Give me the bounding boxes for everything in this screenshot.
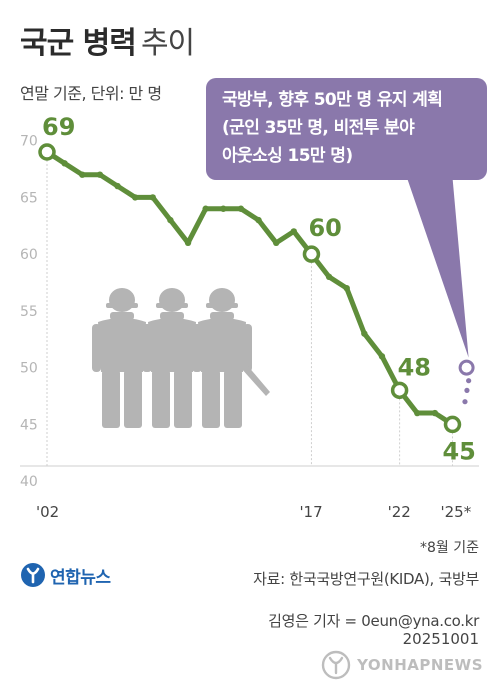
x-tick-label: '25*	[440, 503, 471, 521]
footnote: *8월 기준	[420, 540, 479, 556]
data-point	[149, 194, 156, 201]
callout-line-1: 국방부, 향후 50만 명 유지 계획	[222, 90, 443, 110]
yonhap-watermark-icon	[321, 650, 351, 680]
projection-dot	[462, 399, 468, 405]
data-point	[343, 285, 350, 292]
callout-box	[206, 78, 487, 180]
yonhap-logo: 연합뉴스	[20, 562, 111, 588]
data-point	[202, 205, 209, 212]
projection-target-point	[458, 359, 475, 376]
byline: 김영은 기자 = 0eun@yna.co.kr	[268, 612, 479, 630]
data-point	[290, 228, 298, 235]
watermark-text: YONHAPNEWS	[357, 656, 483, 674]
callout-pointer	[405, 172, 469, 358]
title-main: 국군 병력	[20, 26, 137, 61]
x-tick-label: '02	[36, 503, 59, 521]
x-tick-label: '22	[388, 503, 411, 521]
data-point	[96, 171, 104, 178]
callout-line-3: 아웃소싱 15만 명)	[222, 146, 353, 166]
data-label: 69	[42, 113, 75, 141]
highlight-point	[38, 143, 56, 161]
data-point	[167, 216, 174, 224]
soldiers-illustration	[92, 288, 270, 428]
y-tick-label: 70	[20, 134, 38, 150]
y-tick-label: 50	[20, 361, 38, 377]
data-point	[378, 353, 386, 360]
y-tick-label: 60	[20, 247, 38, 263]
highlight-point	[302, 245, 321, 263]
data-point	[325, 273, 333, 281]
y-tick-label: 65	[20, 190, 38, 206]
projection-dot	[464, 387, 470, 393]
data-label: 45	[442, 437, 475, 465]
highlight-point	[443, 415, 462, 434]
data-label: 60	[308, 214, 341, 242]
data-label: 48	[398, 353, 431, 381]
data-point	[255, 216, 262, 224]
data-point	[184, 239, 192, 246]
series-line	[44, 149, 455, 427]
data-point	[61, 160, 68, 167]
chart-title: 국군 병력 추이	[20, 18, 195, 62]
y-tick-label: 45	[20, 417, 38, 433]
data-point	[237, 205, 245, 212]
data-point	[131, 194, 139, 201]
date-text: 20251001	[402, 630, 479, 648]
unit-label: 연말 기준, 단위: 만 명	[20, 84, 162, 103]
logo-text: 연합뉴스	[50, 567, 111, 588]
callout-text: 국방부, 향후 50만 명 유지 계획 (군인 35만 명, 비전투 분야 아웃…	[222, 86, 484, 170]
data-point	[114, 182, 121, 190]
data-point	[361, 330, 368, 337]
callout-line-2: (군인 35만 명, 비전투 분야	[222, 118, 415, 138]
data-point	[431, 409, 439, 417]
highlight-point	[390, 381, 409, 400]
y-tick-label: 55	[20, 304, 38, 320]
data-point	[272, 239, 280, 246]
yonhap-logo-icon	[21, 563, 45, 587]
watermark: YONHAPNEWS	[321, 650, 483, 680]
title-sub: 추이	[140, 26, 195, 61]
soldier-silhouette	[192, 288, 270, 428]
line-chart: 40 45 50 55 60 65 70 69 60 48 45 '02 '17 '22 '25*	[20, 113, 479, 521]
source-text: 자료: 한국국방연구원(KIDA), 국방부	[253, 570, 479, 588]
y-tick-label: 40	[20, 474, 38, 490]
projection-dot	[466, 378, 472, 384]
data-point	[220, 205, 227, 212]
data-point	[79, 171, 86, 178]
data-point	[414, 409, 421, 417]
x-tick-label: '17	[299, 503, 322, 521]
